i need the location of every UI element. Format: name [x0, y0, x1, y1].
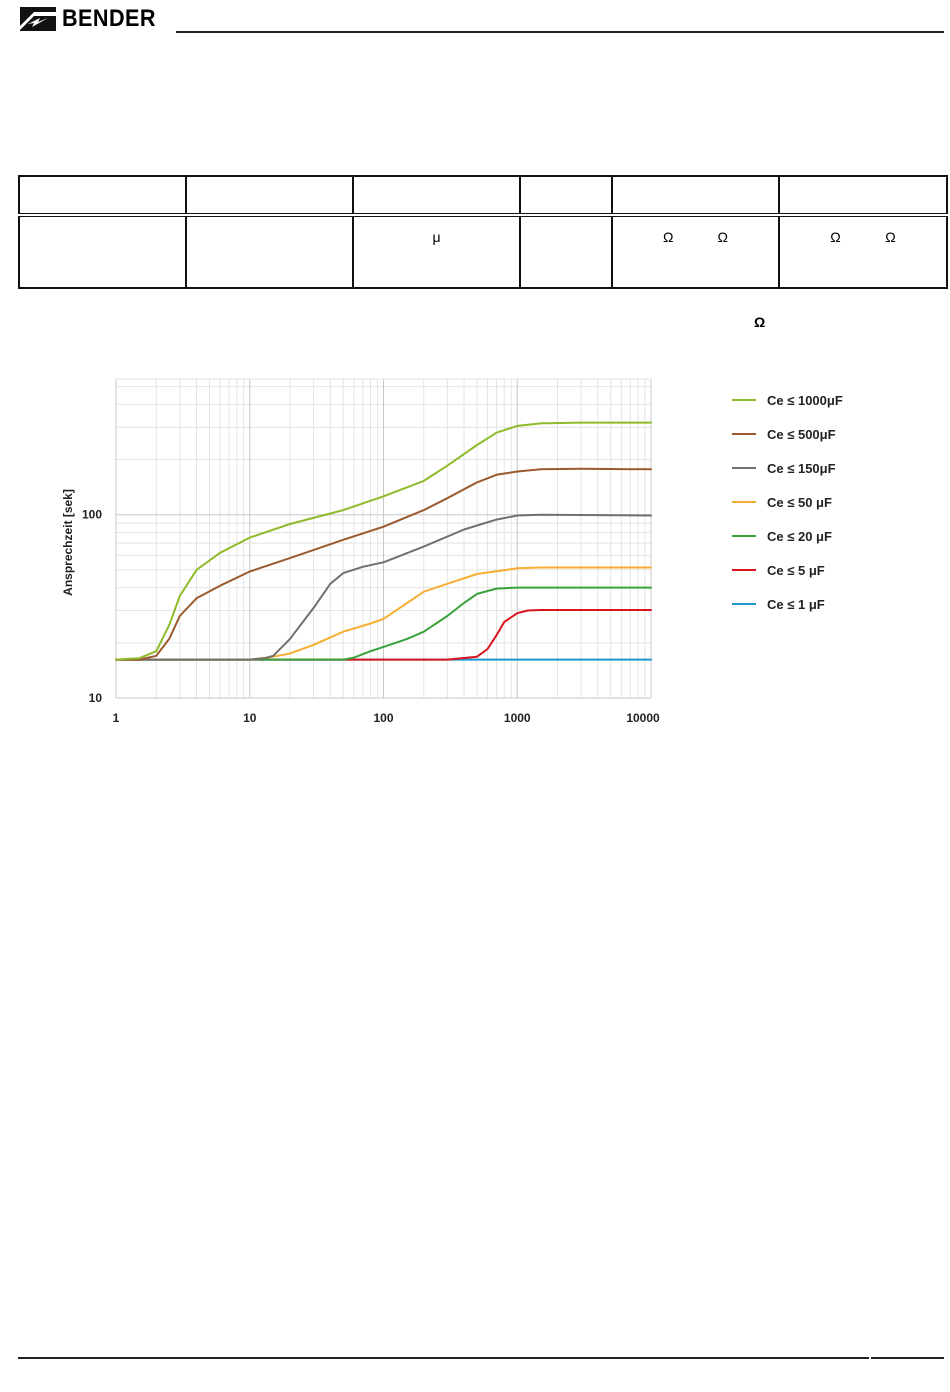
omega-symbol: Ω [885, 229, 896, 245]
table-header-cell [352, 175, 521, 216]
legend-item: Ce ≤ 1 μF [732, 587, 843, 621]
omega-symbol: Ω [830, 229, 841, 245]
legend-item: Ce ≤ 20 μF [732, 519, 843, 553]
x-tick-label: 1000 [504, 711, 531, 725]
x-tick-label: 10 [243, 711, 257, 725]
x-tick-label: 100 [373, 711, 393, 725]
footer-rule-gap [869, 1357, 871, 1363]
legend-item: Ce ≤ 5 μF [732, 553, 843, 587]
x-tick-label: 1 [113, 711, 120, 725]
series-line [115, 421, 652, 661]
series-line [115, 513, 652, 661]
table-cell [519, 214, 613, 289]
table-row: μ Ω Ω Ω Ω [18, 214, 948, 289]
legend-swatch [732, 569, 756, 571]
legend-swatch [732, 399, 756, 401]
legend-item: Ce ≤ 1000μF [732, 383, 843, 417]
table-header-row [18, 175, 948, 216]
y-tick-label: 100 [82, 508, 102, 522]
legend-label: Ce ≤ 20 μF [767, 528, 832, 544]
series-line [115, 609, 652, 661]
legend-label: Ce ≤ 50 μF [767, 494, 832, 510]
spec-table: μ Ω Ω Ω Ω [18, 175, 948, 289]
legend-label: Ce ≤ 500μF [767, 426, 836, 442]
legend-swatch [732, 433, 756, 435]
table-header-cell [519, 175, 613, 216]
omega-symbol: Ω [663, 229, 674, 245]
legend-item: Ce ≤ 500μF [732, 417, 843, 451]
table-cell: μ [352, 214, 521, 289]
table-cell [18, 214, 187, 289]
series-line [115, 586, 652, 661]
legend-swatch [732, 603, 756, 605]
legend-label: Ce ≤ 150μF [767, 460, 836, 476]
table-header-cell [778, 175, 948, 216]
response-time-chart: 1 10 100 1000 10000 10 100 Ansprechzeit [sek] [61, 378, 660, 725]
footer-rule [18, 1357, 944, 1359]
legend-item: Ce ≤ 150μF [732, 451, 843, 485]
series-line [115, 566, 652, 661]
bender-logo-icon [20, 7, 56, 31]
table-header-cell [185, 175, 354, 216]
legend-label: Ce ≤ 1000μF [767, 392, 843, 408]
series-line [115, 467, 652, 661]
legend-label: Ce ≤ 1 μF [767, 596, 825, 612]
chart-legend: Ce ≤ 1000μF Ce ≤ 500μF Ce ≤ 150μF Ce ≤ 50 μ… [732, 383, 843, 621]
table-header-cell [611, 175, 780, 216]
legend-swatch [732, 535, 756, 537]
header-rule [176, 31, 944, 33]
x-tick-label: 10000 [626, 711, 660, 725]
omega-label: Ω [754, 314, 766, 330]
table-header-cell [18, 175, 187, 216]
legend-label: Ce ≤ 5 μF [767, 562, 825, 578]
legend-item: Ce ≤ 50 μF [732, 485, 843, 519]
y-axis-label: Ansprechzeit [sek] [61, 489, 75, 596]
bender-logo: BENDER [18, 4, 166, 34]
y-tick-label: 10 [89, 691, 103, 705]
omega-symbol: Ω [717, 229, 728, 245]
legend-swatch [732, 501, 756, 503]
legend-swatch [732, 467, 756, 469]
table-cell [185, 214, 354, 289]
brand-name: BENDER [62, 5, 156, 32]
table-cell: Ω Ω [778, 214, 948, 289]
micro-symbol: μ [432, 229, 441, 245]
table-cell: Ω Ω [611, 214, 780, 289]
